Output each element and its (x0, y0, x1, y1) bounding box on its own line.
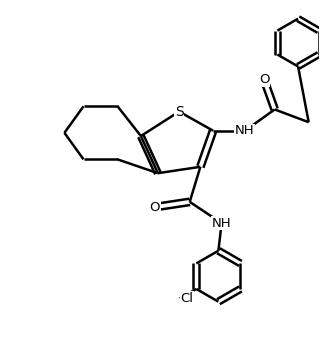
Text: NH: NH (235, 124, 255, 137)
Text: O: O (259, 73, 269, 86)
Text: NH: NH (212, 217, 231, 230)
Text: O: O (149, 201, 160, 214)
Text: Cl: Cl (180, 292, 193, 305)
Text: S: S (175, 105, 183, 119)
